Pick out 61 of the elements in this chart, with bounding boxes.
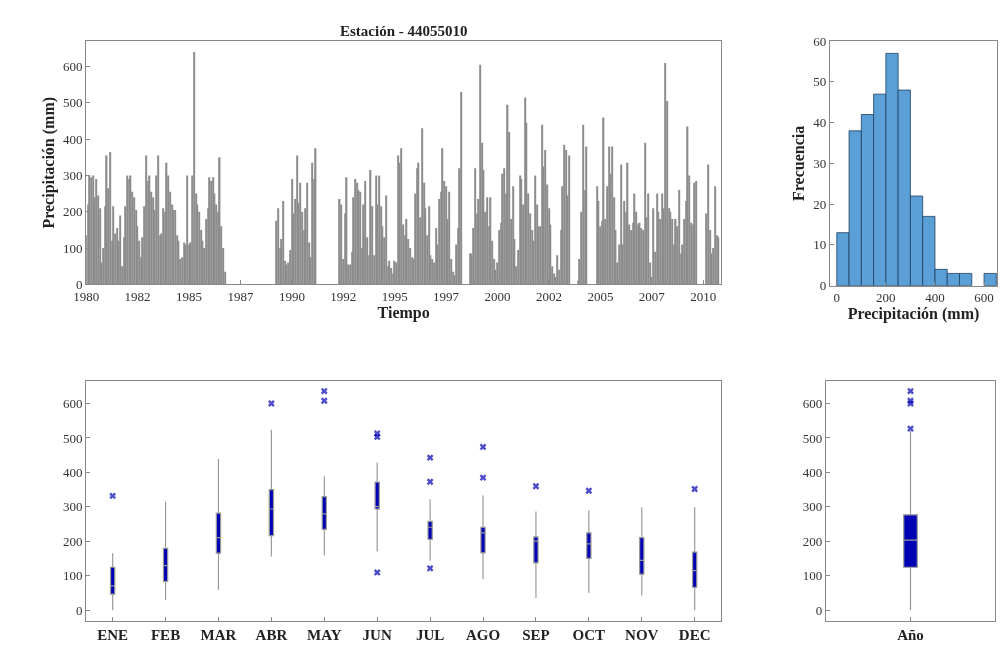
x-tick-label: 2007 xyxy=(638,288,666,304)
x-tick-label: 1982 xyxy=(124,288,151,304)
y-tick-label: 400 xyxy=(63,465,83,481)
x-tick-label: MAR xyxy=(200,627,237,644)
y-tick-label: 200 xyxy=(63,204,83,220)
x-tick-label: ABR xyxy=(255,627,288,644)
x-tick-label: DEC xyxy=(678,627,711,644)
y-tick-label: 300 xyxy=(63,499,83,515)
y-tick-label: 500 xyxy=(63,430,83,446)
y-tick-label: 400 xyxy=(802,465,823,481)
y-axis-title: Precipitación (mm) xyxy=(39,96,58,229)
x-tick-label: 2005 xyxy=(587,288,614,304)
y-tick-label: 100 xyxy=(63,568,83,584)
x-tick-label: ENE xyxy=(97,627,129,644)
y-tick-label: 100 xyxy=(63,240,83,256)
x-axis-title: Precipitación (mm) xyxy=(847,305,980,324)
y-tick-label: 0 xyxy=(815,602,823,618)
x-tick-label: 1990 xyxy=(278,288,305,304)
x-axis-title: Tiempo xyxy=(377,303,430,322)
x-tick-label: 2002 xyxy=(535,288,562,304)
x-tick-label: 1997 xyxy=(433,288,460,304)
x-tick-label: Año xyxy=(897,627,924,644)
x-tick-label: FEB xyxy=(150,627,181,644)
x-tick-label: 1987 xyxy=(227,288,254,304)
x-tick-label: NOV xyxy=(625,627,659,644)
x-tick-label: 2010 xyxy=(690,288,717,304)
x-tick-label: 200 xyxy=(876,290,896,306)
x-tick-label: 600 xyxy=(974,290,994,306)
x-tick-label: 1995 xyxy=(381,288,408,304)
x-tick-label: AGO xyxy=(465,627,501,644)
y-tick-label: 30 xyxy=(813,155,827,171)
y-tick-label: 10 xyxy=(813,237,827,253)
y-tick-label: 200 xyxy=(802,533,823,549)
y-tick-label: 600 xyxy=(802,396,823,412)
y-tick-label: 0 xyxy=(819,278,827,294)
y-tick-label: 200 xyxy=(63,533,83,549)
y-tick-label: 40 xyxy=(813,115,827,131)
x-tick-label: 0 xyxy=(833,290,841,306)
y-tick-label: 60 xyxy=(813,33,827,49)
y-tick-label: 300 xyxy=(63,168,83,184)
x-tick-label: 2000 xyxy=(484,288,511,304)
y-tick-label: 100 xyxy=(802,568,823,584)
y-tick-label: 500 xyxy=(802,430,823,446)
y-axis-title: Frecuencia xyxy=(790,125,808,202)
x-tick-label: 1992 xyxy=(330,288,357,304)
x-tick-label: OCT xyxy=(572,627,606,644)
x-tick-label: MAY xyxy=(307,627,342,644)
y-tick-label: 400 xyxy=(63,131,83,147)
x-tick-label: JUL xyxy=(415,627,445,644)
x-tick-label: 1985 xyxy=(176,288,203,304)
x-tick-label: JUN xyxy=(362,627,392,644)
y-tick-label: 50 xyxy=(813,74,827,90)
y-tick-label: 300 xyxy=(802,499,823,515)
x-tick-label: SEP xyxy=(522,627,550,644)
y-tick-label: 20 xyxy=(813,196,827,212)
y-tick-label: 500 xyxy=(63,95,83,111)
y-tick-label: 600 xyxy=(63,396,83,412)
chart-title: Estación - 44055010 xyxy=(340,23,468,39)
x-tick-label: 400 xyxy=(925,290,945,306)
y-tick-label: 0 xyxy=(76,602,83,618)
y-tick-label: 600 xyxy=(63,59,83,75)
